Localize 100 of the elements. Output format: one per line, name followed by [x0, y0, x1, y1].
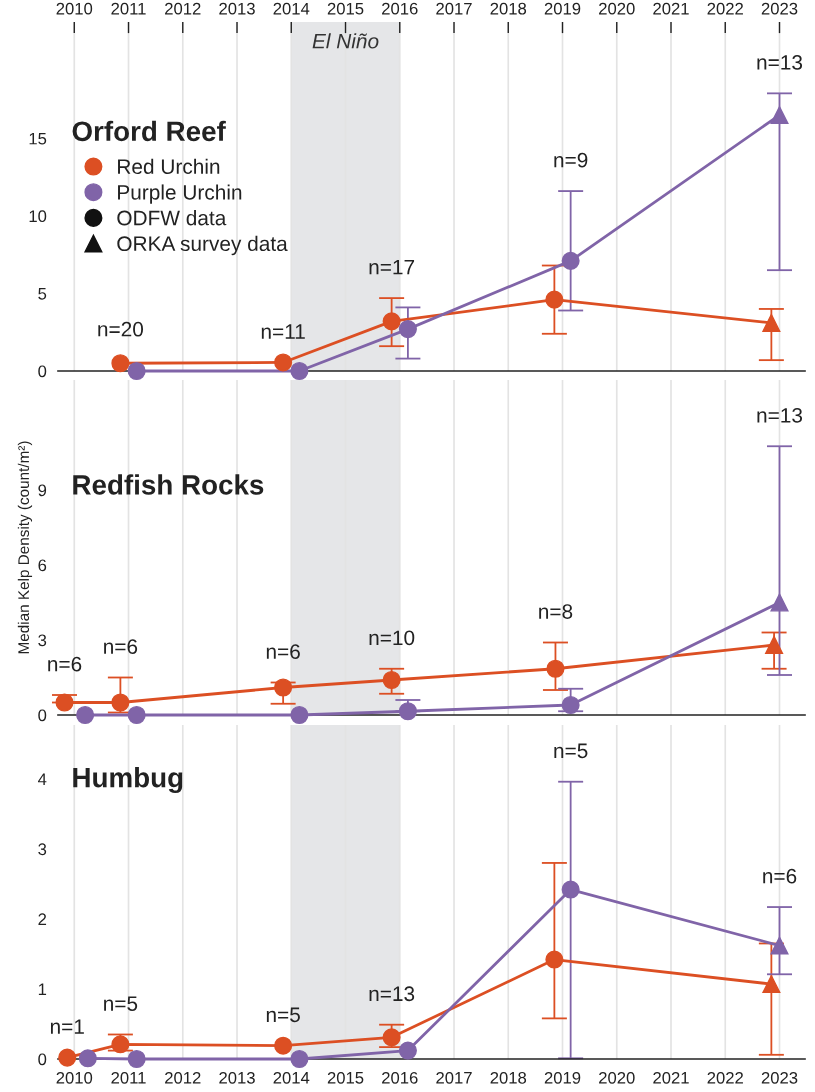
annotation: n=1 [50, 1019, 84, 1034]
point [382, 312, 401, 331]
annotation: n=8 [539, 604, 573, 619]
x2-tick-label: 2019 [544, 2, 581, 15]
x-tick-label: 2018 [490, 1071, 527, 1084]
annotation: n=5 [554, 743, 588, 759]
point [765, 635, 784, 655]
point [290, 1049, 309, 1069]
point [274, 1036, 293, 1055]
y-tick-label: 4 [38, 773, 47, 785]
point [770, 593, 789, 612]
x2-tick-label: 2021 [653, 2, 689, 15]
x-tick-label: 2019 [544, 1071, 581, 1084]
point [546, 659, 565, 678]
legend-label: Purple Urchin [118, 184, 242, 204]
annotation: Orford Reef [72, 120, 226, 142]
annotation: n=9 [554, 152, 588, 168]
point [398, 702, 417, 721]
x-tick-label: 2022 [707, 1071, 743, 1084]
annotation: n=10 [369, 630, 415, 646]
y-tick-label: 15 [29, 132, 47, 145]
x-tick-label: 2015 [327, 1071, 364, 1084]
point [398, 320, 417, 339]
y-tick-label: 10 [29, 210, 47, 223]
x2-tick-label: 2015 [327, 2, 364, 15]
annotation: n=6 [48, 656, 82, 672]
x-tick-label: 2021 [653, 1071, 689, 1084]
x-tick-label: 2016 [382, 1071, 418, 1084]
y-tick-label: 3 [38, 843, 47, 856]
annotation: n=13 [757, 407, 803, 423]
x2-tick-label: 2014 [273, 2, 310, 15]
annotation: Redfish Rocks [73, 474, 264, 495]
point [290, 705, 309, 725]
y-tick-label: 2 [38, 913, 47, 925]
annotation: n=13 [757, 55, 803, 70]
y-tick-label: 0 [38, 709, 47, 722]
y-tick-label: 0 [38, 1053, 47, 1066]
point [545, 950, 564, 969]
annotation: n=6 [763, 868, 797, 884]
x2-tick-label: 2018 [490, 2, 527, 15]
x-tick-label: 2020 [599, 1071, 635, 1084]
point [274, 353, 293, 372]
annotation: n=17 [369, 260, 415, 275]
x-tick-label: 2013 [219, 1071, 255, 1084]
point [545, 290, 564, 309]
point [127, 361, 146, 381]
annotation: n=11 [261, 324, 305, 339]
annotation: n=6 [266, 644, 300, 659]
x2-tick-label: 2016 [382, 2, 418, 15]
annotation: Humbug [73, 767, 183, 794]
point [770, 936, 789, 955]
annotation: ORKA survey data [117, 235, 288, 256]
point [274, 678, 293, 697]
x2-tick-label: 2012 [165, 2, 201, 15]
y-tick-label: 3 [38, 634, 47, 647]
x2-tick-label: 2017 [436, 2, 472, 15]
x-tick-label: 2010 [56, 1071, 93, 1084]
point [111, 354, 130, 373]
y-tick-label: 0 [38, 365, 47, 378]
x-tick-label: 2017 [436, 1071, 472, 1084]
point [382, 1028, 401, 1047]
annotation: n=20 [98, 321, 144, 337]
point [290, 361, 309, 381]
x-tick-label: 2012 [165, 1071, 201, 1084]
legend-label: Red Urchin [118, 158, 220, 175]
point [55, 693, 74, 712]
point [561, 251, 580, 270]
x2-tick-label: 2020 [599, 2, 635, 15]
x2-tick-label: 2023 [761, 2, 798, 15]
x-tick-label: 2011 [111, 1071, 146, 1084]
y-axis-title: Median Kelp Density (count/m²) [17, 441, 33, 654]
point [561, 695, 580, 715]
point [76, 705, 95, 725]
point [127, 1049, 146, 1069]
annotation: n=5 [104, 996, 138, 1011]
point [78, 1049, 97, 1068]
point [111, 693, 130, 712]
point [58, 1048, 77, 1067]
y-tick-label: 1 [38, 983, 47, 996]
x2-tick-label: 2013 [219, 2, 255, 15]
point [770, 106, 789, 125]
x2-tick-label: 2022 [707, 2, 743, 15]
annotation: n=6 [104, 639, 138, 654]
annotation: n=13 [369, 986, 415, 1002]
point [127, 705, 146, 725]
point [382, 670, 401, 690]
x-tick-label: 2014 [273, 1071, 310, 1084]
annotation: n=5 [266, 1007, 300, 1023]
x2-tick-label: 2010 [56, 2, 93, 15]
x-tick-label: 2023 [761, 1071, 798, 1084]
y-tick-label: 6 [38, 559, 47, 572]
y-tick-label: 9 [38, 484, 47, 497]
point [398, 1041, 417, 1060]
point [762, 313, 781, 332]
point [111, 1035, 130, 1054]
x2-tick-label: 2011 [111, 2, 146, 15]
band-label: El Niño [312, 33, 379, 49]
annotation: ODFW data [117, 210, 227, 226]
y-tick-label: 5 [38, 288, 47, 300]
point [561, 880, 580, 899]
